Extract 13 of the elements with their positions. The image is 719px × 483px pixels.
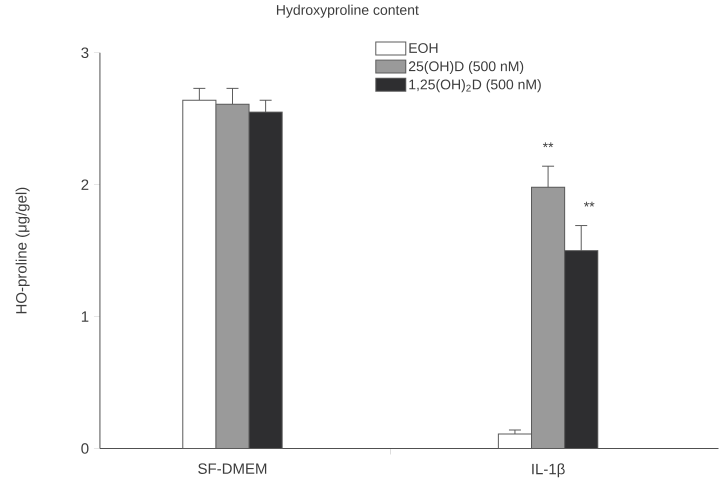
y-tick-label: 2	[81, 179, 88, 190]
y-tick-label: 3	[81, 47, 88, 58]
legend-label: 25(OH)D (500 nM)	[408, 60, 524, 74]
annotation: **	[542, 142, 554, 148]
x-tick-label: IL-1β	[532, 463, 565, 478]
y-tick-label: 1	[82, 311, 88, 322]
y-axis-title: HO-proline (μg/gel)	[16, 187, 30, 314]
annotation: **	[584, 202, 594, 206]
y-tick-label: 0	[81, 442, 88, 454]
legend-label: EOH	[409, 42, 438, 53]
legend-label: 1,25(OH)$_{2}$D (500 nM)	[409, 78, 541, 92]
chart-title: Hydroxyproline content	[276, 4, 419, 18]
x-tick-label: SF-DMEM	[198, 463, 266, 474]
